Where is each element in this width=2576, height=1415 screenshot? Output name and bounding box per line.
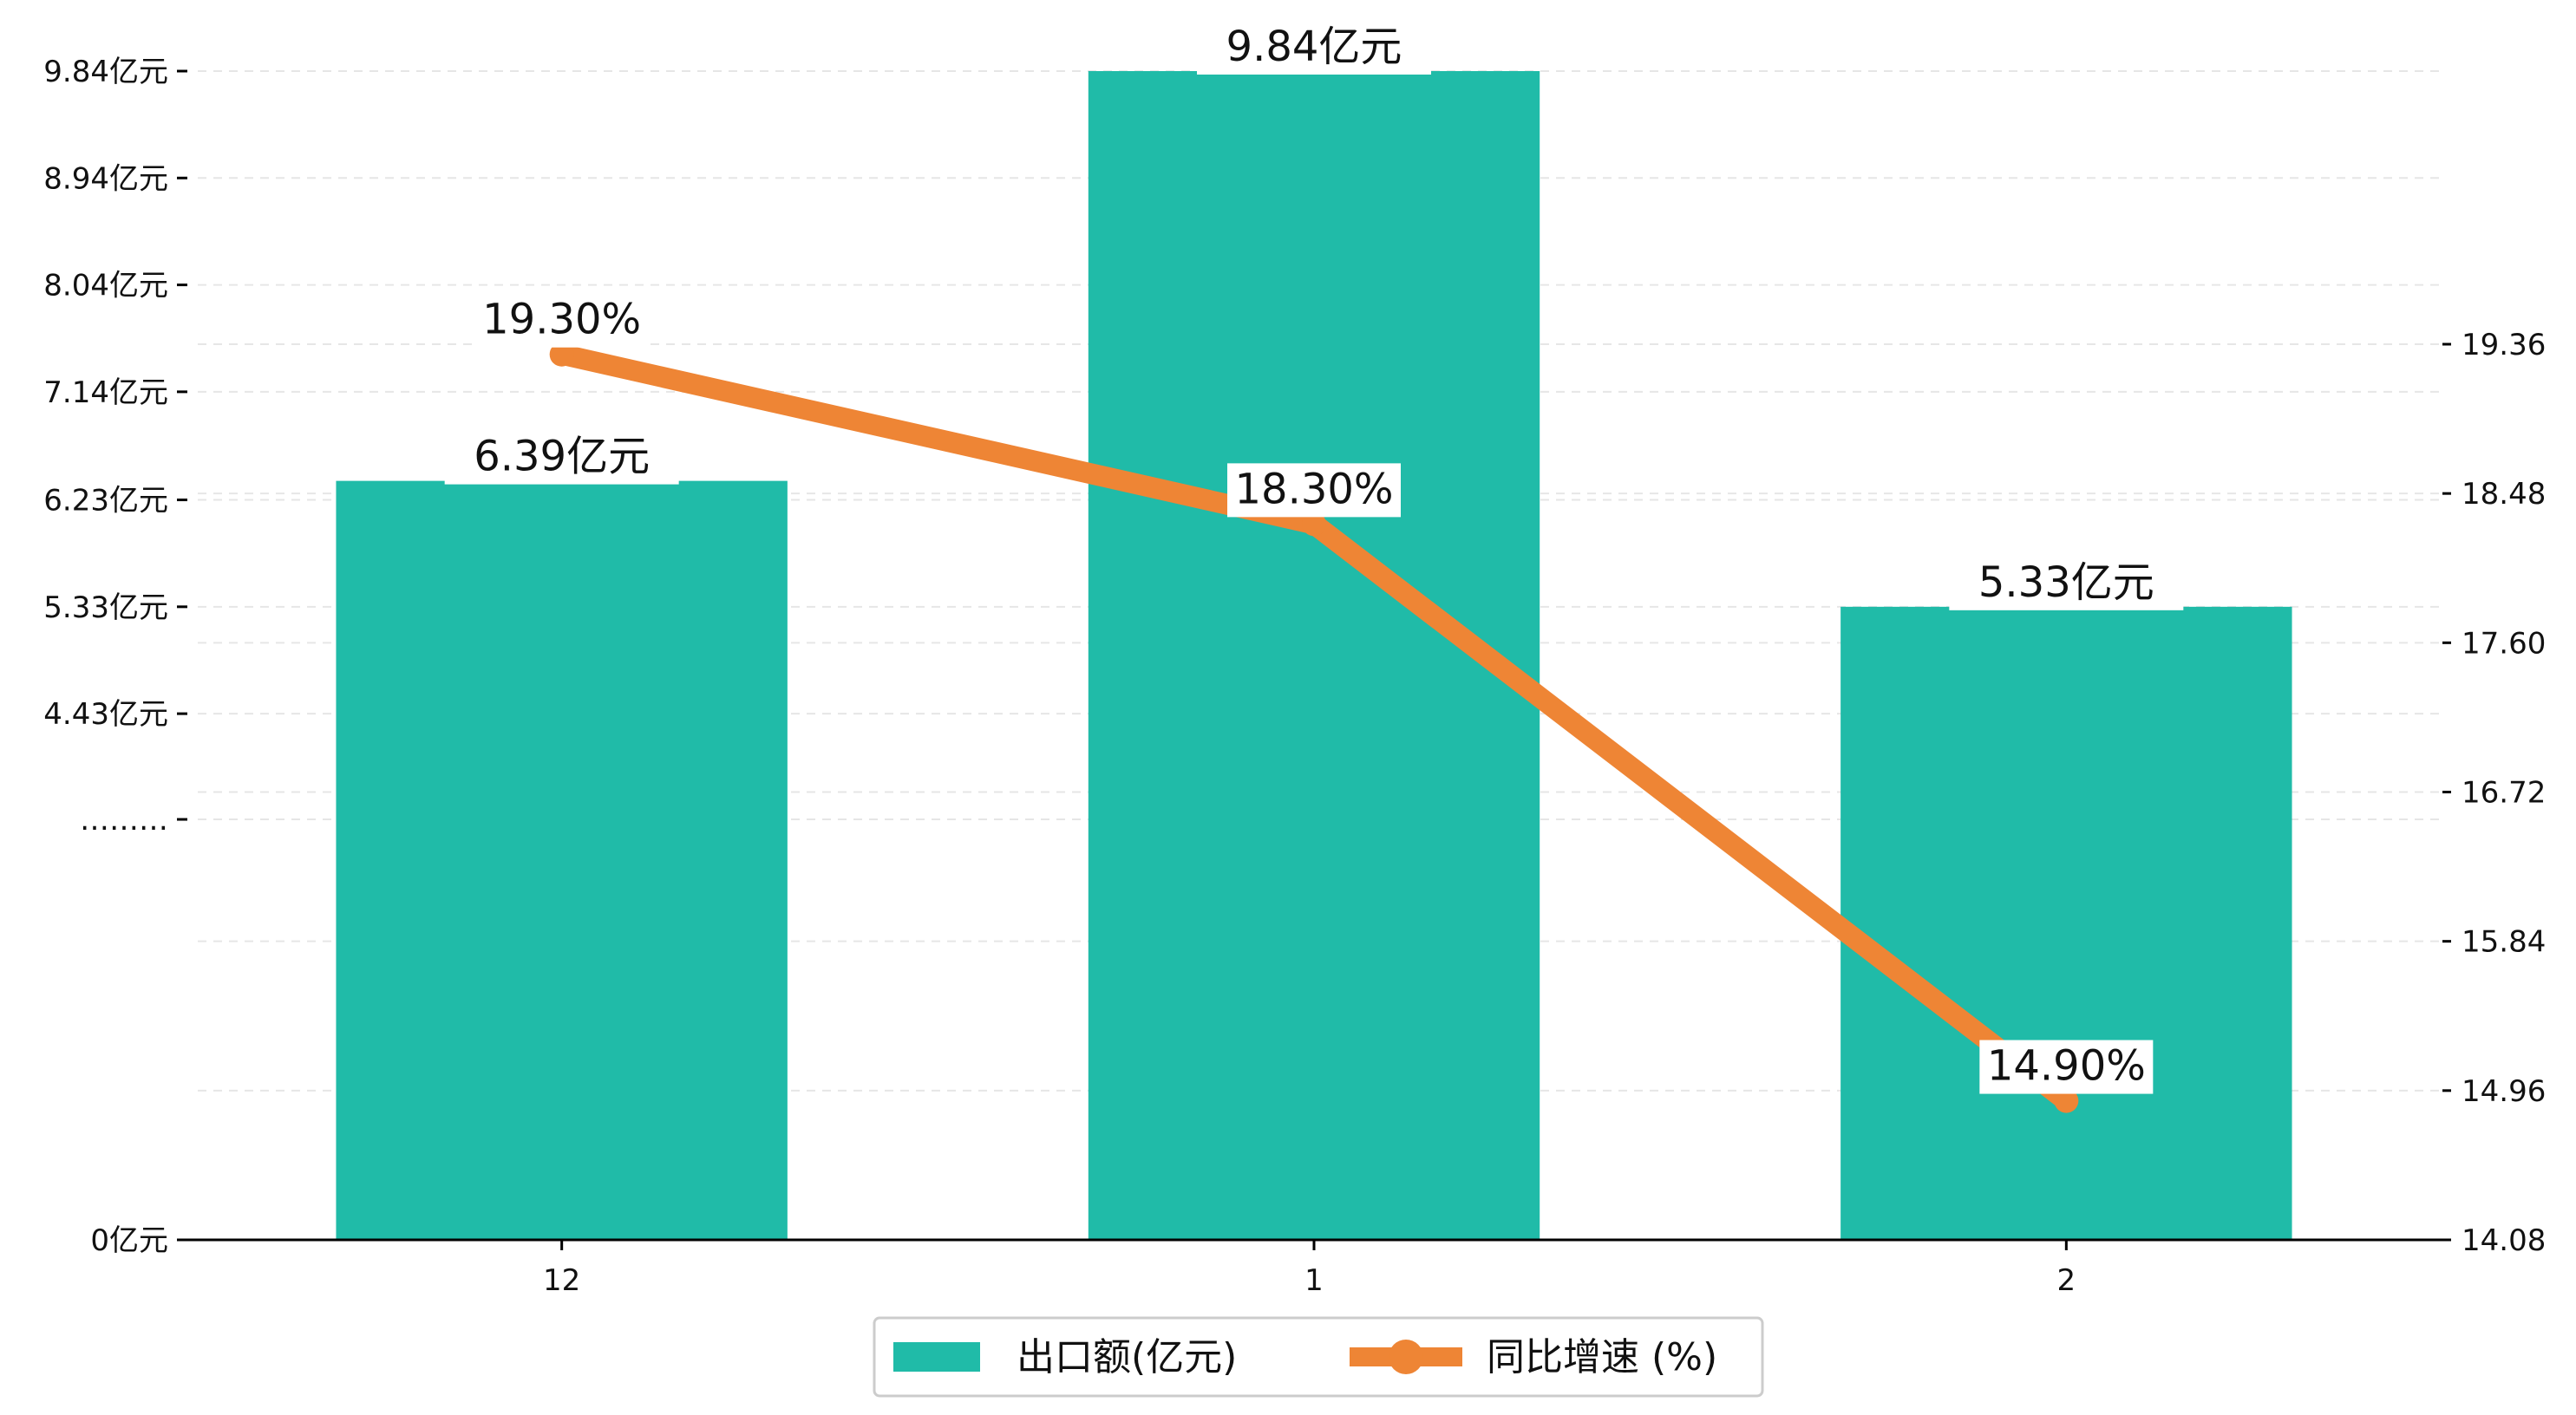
bar-value-label-bg [1197,21,1431,75]
x-tick-label: 1 [1304,1263,1324,1298]
line-point [2054,1088,2079,1113]
legend-line-label: 同比增速 (%) [1487,1335,1717,1379]
bar [1088,71,1540,1240]
y-left-tick-label: 4.43亿元 [43,697,168,732]
legend-bar-swatch [893,1342,980,1372]
legend: 出口额(亿元) 同比增速 (%) [873,1316,1764,1398]
bar-value-label-bg [1949,556,2184,610]
bar-series [336,71,2292,1240]
y-left-tick-label: 8.94亿元 [43,161,168,196]
legend-line-marker [1389,1340,1423,1374]
y-left-tick-label: 9.84亿元 [43,55,168,89]
legend-frame [873,1316,1764,1398]
bar [1840,606,2292,1240]
line-point [1302,512,1326,537]
bar-value-label-bg [444,430,679,485]
bar-value-label: 6.39亿元 [474,433,650,481]
y-left-tick-label: ……… [80,803,168,838]
y-right-tick-label: 18.48 [2462,477,2546,512]
x-tick-label: 12 [543,1263,580,1298]
data-labels: 6.39亿元 9.84亿元 5.33亿元 19.30% 18.30% 14.90% [444,21,2184,1094]
line-value-label: 19.30% [482,296,641,344]
bar-value-label: 5.33亿元 [1978,558,2154,607]
y-left-tick-label: 6.23亿元 [43,484,168,518]
line-point [549,342,574,367]
line-value-label: 14.90% [1987,1042,2146,1091]
axes: 0亿元 ……… 4.43亿元 5.33亿元 6.23亿元 7.14亿元 8.04亿元 8.94… [43,55,2546,1298]
line-series [549,342,2079,1113]
y-left-tick-label: 8.04亿元 [43,269,168,303]
y-left-tick-label: 7.14亿元 [43,375,168,410]
legend-bar-label: 出口额(亿元) [1017,1335,1237,1379]
y-right-tick-label: 14.08 [2462,1223,2546,1258]
y-right-tick-label: 16.72 [2462,775,2546,810]
x-tick-label: 2 [2057,1263,2076,1298]
y-right-tick-label: 15.84 [2462,925,2546,960]
y-right-tick-label: 14.96 [2462,1074,2546,1109]
line-value-label-bg [474,293,649,348]
line-value-label: 18.30% [1234,465,1393,513]
y-right-tick-label: 17.60 [2462,626,2546,661]
y-left-tick-label: 5.33亿元 [43,590,168,625]
line-value-label-bg [1979,1040,2154,1094]
bar-value-label: 9.84亿元 [1226,23,1402,71]
bar [336,480,788,1240]
y-right-tick-label: 19.36 [2462,328,2546,362]
y-left-tick-label: 0亿元 [90,1223,168,1258]
line-value-label-bg [1227,463,1401,518]
